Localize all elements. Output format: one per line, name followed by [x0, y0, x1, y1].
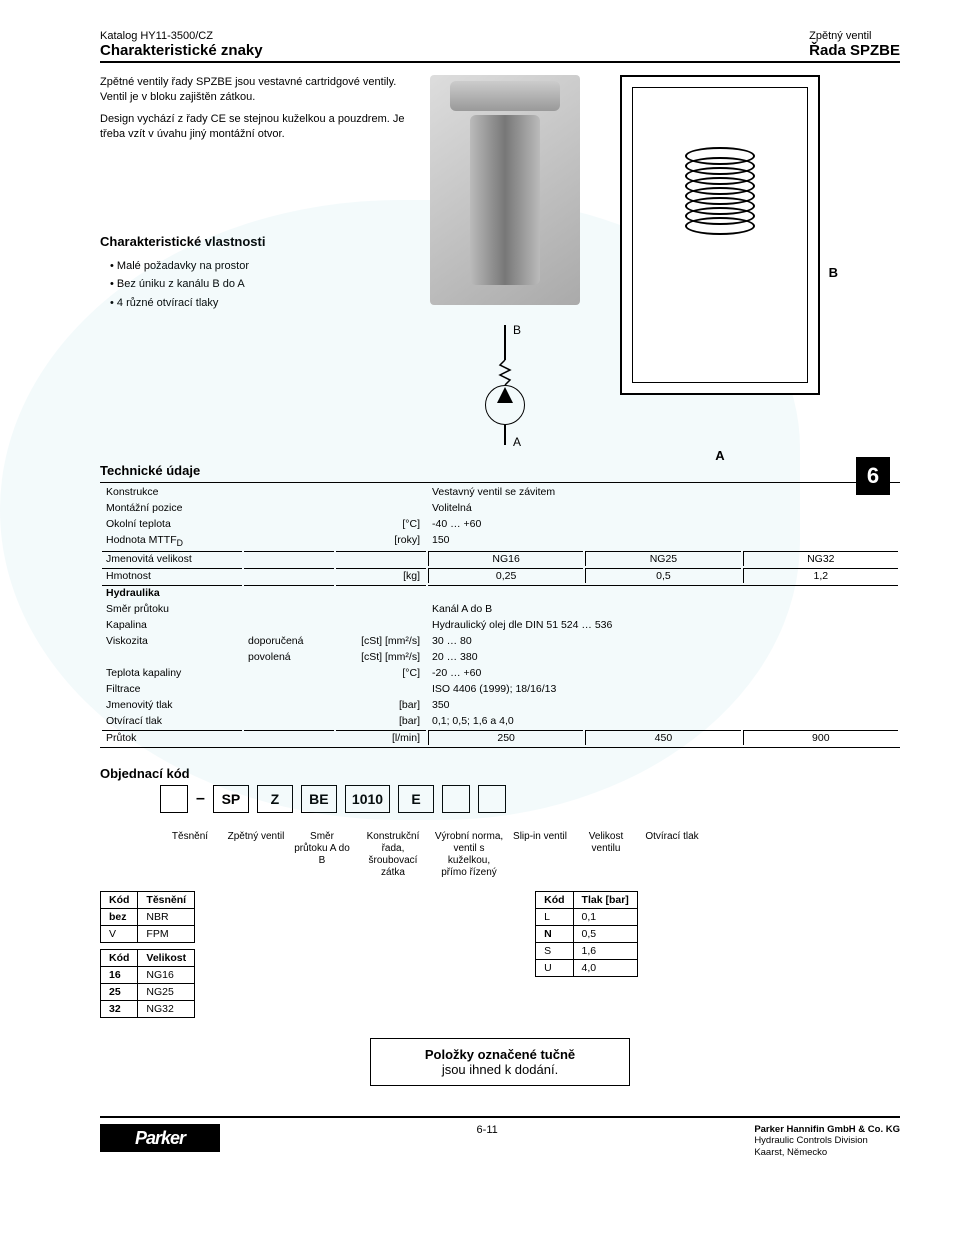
section-number: 6: [856, 457, 890, 495]
tech-label: Teplota kapaliny: [102, 666, 242, 680]
tech-label: Průtok: [102, 730, 242, 745]
parker-logo: Parker: [100, 1124, 220, 1152]
page-number: 6-11: [220, 1124, 754, 1136]
tech-value: 30 … 80: [428, 634, 898, 648]
tech-value: -40 … +60: [428, 517, 898, 531]
code-label: Zpětný ventil: [226, 831, 286, 879]
footer-location: Kaarst, Německo: [754, 1147, 900, 1158]
tech-section: Hydraulika: [102, 585, 242, 600]
code-labels-row: Těsnění Zpětný ventil Směr průtoku A do …: [160, 831, 900, 879]
tech-value: 0,5: [585, 568, 740, 583]
catalog-id: Katalog HY11-3500/CZ: [100, 30, 263, 42]
tech-value: 350: [428, 698, 898, 712]
code-dash: –: [196, 790, 205, 808]
tech-value: 0,1; 0,5; 1,6 a 4,0: [428, 714, 898, 728]
tech-label: Jmenovitý tlak: [102, 698, 242, 712]
tech-value: 0,25: [428, 568, 583, 583]
tech-value: 1,2: [743, 568, 898, 583]
tech-data-title: Technické údaje: [100, 463, 900, 478]
product-type: Zpětný ventil: [809, 30, 900, 42]
tech-value: NG16: [428, 551, 583, 566]
code-label: Velikost ventilu: [576, 831, 636, 879]
code-label: Slip-in ventil: [510, 831, 570, 879]
hydraulic-symbol: B A: [455, 325, 555, 445]
size-table: KódVelikost 16NG16 25NG25 32NG32: [100, 949, 195, 1018]
series: Řada SPZBE: [809, 42, 900, 59]
symbol-label-b: B: [513, 323, 521, 337]
code-box-seal: [160, 785, 188, 813]
code-label: Směr průtoku A do B: [292, 831, 352, 879]
cross-label-a: A: [715, 448, 724, 463]
cross-label-b: B: [829, 265, 838, 280]
tech-value: NG32: [743, 551, 898, 566]
tech-label: Směr průtoku: [102, 602, 242, 616]
seal-table: KódTěsnění bezNBR VFPM: [100, 891, 195, 943]
footer-company: Parker Hannifin GmbH & Co. KG: [754, 1124, 900, 1135]
intro-p1: Zpětné ventily řady SPZBE jsou vestavné …: [100, 75, 410, 106]
tech-value: 250: [428, 730, 583, 745]
tech-value: 150: [428, 533, 898, 549]
page-footer: Parker 6-11 Parker Hannifin GmbH & Co. K…: [100, 1116, 900, 1158]
availability-note: Položky označené tučně jsou ihned k dodá…: [370, 1038, 630, 1086]
tech-label: Viskozita: [102, 634, 242, 648]
tech-value: 450: [585, 730, 740, 745]
tech-data-table: Konstrukce Vestavný ventil se závitem Mon…: [100, 482, 900, 748]
tech-label: Filtrace: [102, 682, 242, 696]
symbol-label-a: A: [513, 435, 521, 449]
code-label: Otvírací tlak: [642, 831, 702, 879]
tech-value: Vestavný ventil se závitem: [428, 485, 898, 499]
page-header: Katalog HY11-3500/CZ Charakteristické zn…: [100, 30, 900, 63]
tech-value: 20 … 380: [428, 650, 898, 664]
tech-label: Montážní pozice: [102, 501, 242, 515]
tech-value: NG25: [585, 551, 740, 566]
tech-value: ISO 4406 (1999); 18/16/13: [428, 682, 898, 696]
tech-label: Okolní teplota: [102, 517, 242, 531]
code-label: Těsnění: [160, 831, 220, 879]
tech-value: Kanál A do B: [428, 602, 898, 616]
tech-label: Otvírací tlak: [102, 714, 242, 728]
tech-label: Jmenovitá velikost: [102, 551, 242, 566]
footer-division: Hydraulic Controls Division: [754, 1135, 900, 1146]
code-label: Výrobní norma, ventil s kuželkou, přímo …: [434, 831, 504, 879]
tech-label: Konstrukce: [102, 485, 242, 499]
pressure-table: KódTlak [bar] L0,1 N0,5 S1,6 U4,0: [535, 891, 638, 977]
tech-value: Hydraulický olej dle DIN 51 524 … 536: [428, 618, 898, 632]
tech-label: Kapalina: [102, 618, 242, 632]
cross-section-drawing: [620, 75, 820, 395]
tech-value: 900: [743, 730, 898, 745]
code-label: Konstrukční řada, šroubovací zátka: [358, 831, 428, 879]
valve-photo: [430, 75, 580, 305]
page-title: Charakteristické znaky: [100, 42, 263, 59]
intro-p2: Design vychází z řady CE se stejnou kuže…: [100, 112, 410, 143]
tech-label: Hodnota MTTFD: [102, 533, 242, 549]
tech-value: Volitelná: [428, 501, 898, 515]
tech-label: Hmotnost: [102, 568, 242, 583]
tech-value: -20 … +60: [428, 666, 898, 680]
